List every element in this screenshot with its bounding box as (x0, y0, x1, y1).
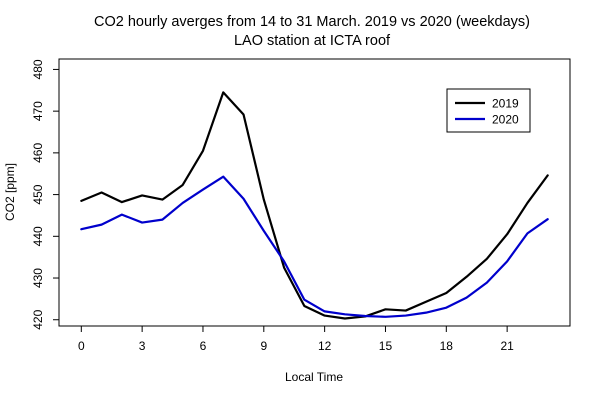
y-tick-label: 420 (31, 309, 45, 329)
x-tick-label: 6 (200, 339, 207, 353)
x-tick-label: 15 (379, 339, 393, 353)
chart-title: CO2 hourly averges from 14 to 31 March. … (94, 14, 530, 30)
legend-label-2020: 2020 (492, 113, 519, 127)
x-tick-label: 3 (139, 339, 146, 353)
y-tick-label: 450 (31, 184, 45, 204)
y-tick-label: 460 (31, 143, 45, 163)
series-layer (80, 91, 549, 320)
y-tick-label: 440 (31, 226, 45, 246)
x-axis: 0 3 6 9 12 15 18 21 (78, 325, 514, 353)
x-tick-label: 0 (78, 339, 85, 353)
legend: 2019 2020 (446, 88, 531, 133)
series-line-2019 (80, 91, 549, 320)
y-tick-label: 430 (31, 268, 45, 288)
chart-subtitle: LAO station at ICTA roof (234, 33, 391, 49)
x-axis-title: Local Time (285, 370, 343, 384)
y-tick-label: 480 (31, 59, 45, 79)
legend-label-2019: 2019 (492, 97, 519, 111)
y-axis-title: CO2 [ppm] (3, 163, 17, 221)
series-line-2020 (80, 175, 549, 318)
y-axis: 420 430 440 450 460 470 480 (31, 59, 60, 330)
x-tick-label: 9 (260, 339, 267, 353)
x-tick-label: 18 (440, 339, 454, 353)
x-tick-label: 12 (318, 339, 332, 353)
legend-box (446, 88, 531, 133)
x-tick-label: 21 (500, 339, 514, 353)
y-tick-label: 470 (31, 101, 45, 121)
